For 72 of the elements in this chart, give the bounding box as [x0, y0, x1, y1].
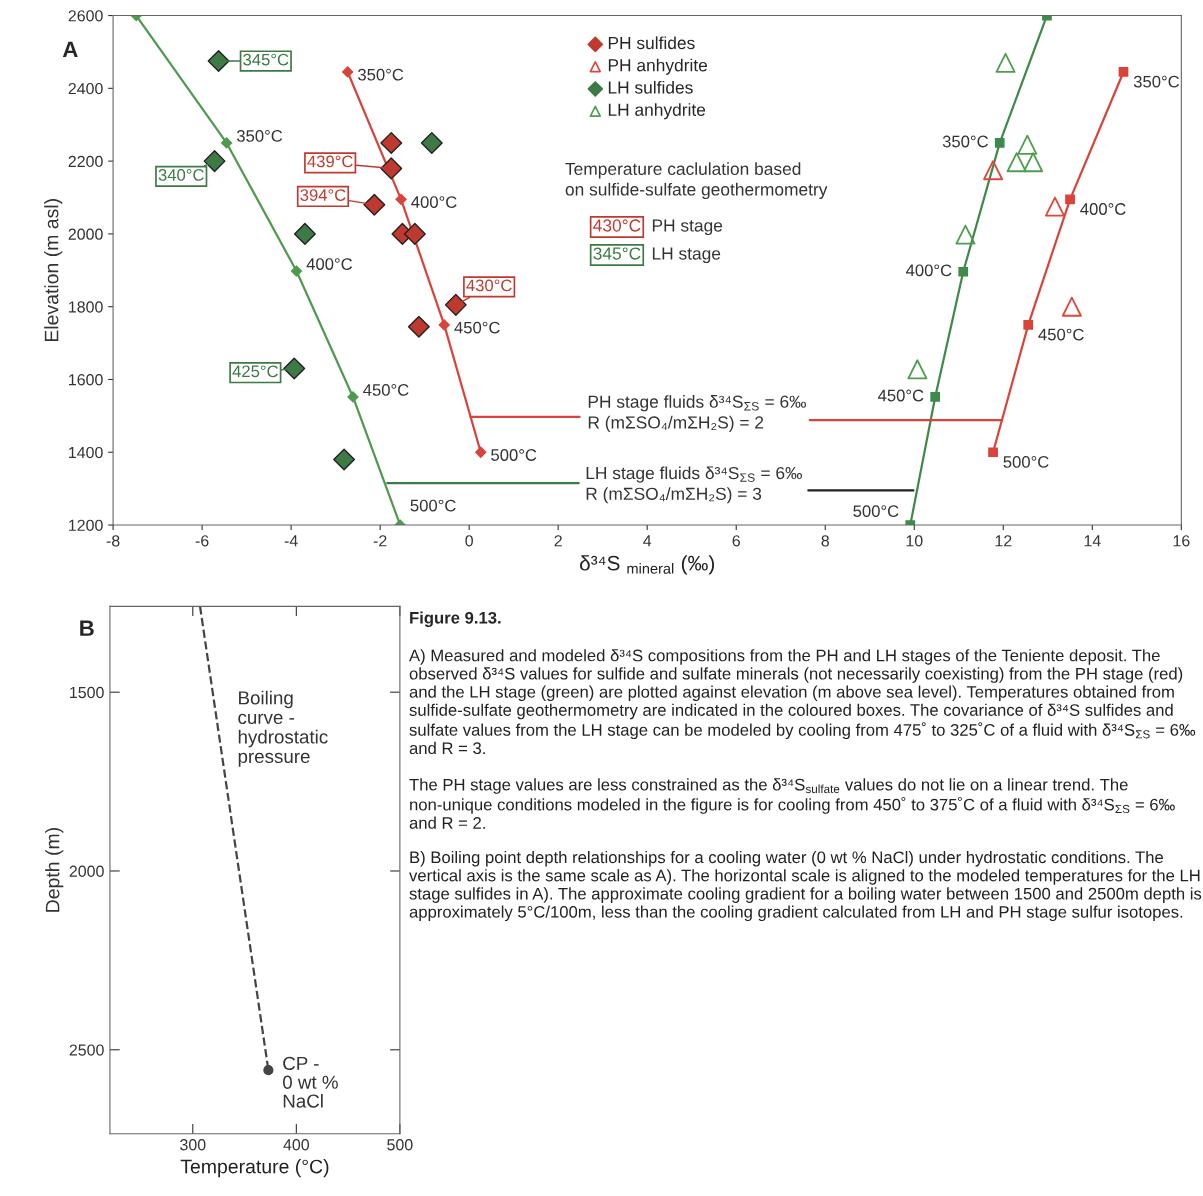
text: Figure 9.13. [410, 611, 501, 628]
legend-label: PH anhydrite [608, 58, 708, 75]
annotation: 425°C [232, 365, 278, 378]
y-tick-label: 2400 [68, 82, 103, 95]
annotation: 394°C [300, 189, 346, 201]
text: The PH stage values are less constrained as the δ³⁴S$_{sulfate}$ values do not lie on a linear trend. The non-unique conditions modeled in the figure is for cooling from 450˚ to 375˚C of a fluid with δ³⁴S$_{ΣS}$ = 6‰ and R = 2. [409, 778, 1175, 829]
annotation: Boiling curve - hydrostatic pressure [238, 690, 328, 767]
text: B) Boiling point depth relationships for a cooling water (0 wt % NaCl) under hydrostatic conditions. The vertical axis is the same scale as A). The horizontal scale is aligned to the modeled temperatures for the LH stage sulfides in A). The approximate cooling gradient for a boiling water between 1500 and 2500m depth is approximately 5°C/100m, less than the cooling gradient calculated from LH and PH stage sulfur isotopes. [409, 850, 1202, 922]
y-tick-label: 1800 [69, 301, 103, 313]
annotation: 500°C [853, 505, 899, 518]
annotation: 400°C [306, 258, 353, 270]
annotation: 450°C [1038, 328, 1084, 341]
x-tick-label: 10 [906, 535, 923, 547]
text: A [62, 41, 78, 57]
annotation: 340°C [158, 169, 204, 181]
annotation: Temperature caclulation based on sulfide-sulfate geothermometry [565, 162, 828, 200]
x-tick-label: 400 [283, 1139, 310, 1151]
annotation: 500°C [491, 449, 537, 461]
y-tick-label: 2000 [69, 865, 104, 877]
annotation: 400°C [1080, 203, 1126, 215]
annotation: 350°C [358, 68, 404, 81]
annotation: 450°C [877, 389, 924, 402]
x-tick-label: 300 [180, 1139, 206, 1151]
text: A) Measured and modeled δ³⁴S compositions from the PH and LH stages of the Teniente deposit. The observed δ³⁴S values for sulfide and sulfate minerals (not necessarily coexisting) from the PH stage (red) and the LH stage (green) are plotted against elevation (m above sea level). Temperatures obtained from sulfide-sulfate geothermometry are indicated in the coloured boxes. The covariance of δ³⁴S sulfides and sulfate values from the LH stage can be modeled by cooling from 475˚ to 325˚C of a fluid with δ³⁴S$_{ΣS}$ = 6‰ and R = 3. [409, 649, 1196, 755]
x-tick-label: 4 [643, 535, 652, 547]
annotation: 345°C [243, 53, 289, 66]
x-tick-label: 8 [821, 535, 830, 547]
annotation: 350°C [236, 130, 283, 142]
annotation: 450°C [363, 384, 409, 396]
x-tick-label: 14 [1084, 535, 1101, 547]
y-tick-label: 1600 [69, 374, 103, 386]
annotation: 350°C [1133, 75, 1180, 88]
x-tick-label: -4 [284, 535, 298, 547]
legend-label: PH sulfides [608, 36, 695, 50]
y-tick-label: 1400 [69, 446, 103, 459]
y-axis-title: Depth (m) [45, 828, 64, 912]
legend-label: LH sulfides [608, 80, 693, 94]
y-tick-label: 1500 [70, 686, 104, 699]
annotation: 439°C [307, 155, 353, 168]
y-tick-label: 1200 [69, 519, 103, 531]
x-tick-label: 0 [465, 535, 473, 547]
x-axis-title: δ³⁴S $_{mineral}$ (‰) [579, 555, 715, 575]
annotation: LH stage [652, 247, 721, 264]
x-tick-label: 500 [387, 1139, 413, 1151]
x-tick-label: 16 [1173, 535, 1190, 547]
annotation: PH stage [652, 219, 723, 236]
annotation: 430°C [466, 279, 512, 292]
x-axis-title: Temperature (°C) [180, 1159, 329, 1178]
annotation: 400°C [411, 196, 457, 208]
x-tick-label: -8 [106, 535, 120, 547]
annotation: 430°C [593, 219, 641, 232]
annotation: PH stage fluids δ³⁴S$_{ΣS}$ = 6‰ R (mΣSO₄/mΣH₂S) = 2 [588, 395, 807, 433]
x-tick-label: 12 [995, 535, 1012, 547]
y-tick-label: 2000 [68, 228, 103, 240]
y-axis-title: Elevation (m asl) [44, 199, 63, 342]
annotation: 345°C [593, 247, 641, 260]
x-tick-label: 2 [554, 535, 562, 547]
y-tick-label: 2600 [68, 10, 103, 22]
annotation: LH stage fluids δ³⁴S$_{ΣS}$ = 6‰ R (mΣSO₄/mΣH₂S) = 3 [586, 466, 802, 504]
annotation: 500°C [410, 499, 456, 512]
x-tick-label: -2 [373, 535, 387, 547]
x-tick-label: -6 [195, 535, 209, 547]
annotation: 350°C [942, 135, 988, 148]
annotation: 450°C [454, 321, 500, 334]
annotation: CP - 0 wt % NaCl [283, 1056, 338, 1108]
y-tick-label: 2500 [69, 1044, 104, 1056]
chart-title: B [80, 620, 94, 636]
legend-label: LH anhydrite [608, 103, 706, 120]
y-tick-label: 2200 [68, 155, 103, 168]
annotation: 400°C [906, 264, 952, 277]
annotation: 500°C [1003, 456, 1049, 468]
x-tick-label: 6 [732, 535, 740, 547]
